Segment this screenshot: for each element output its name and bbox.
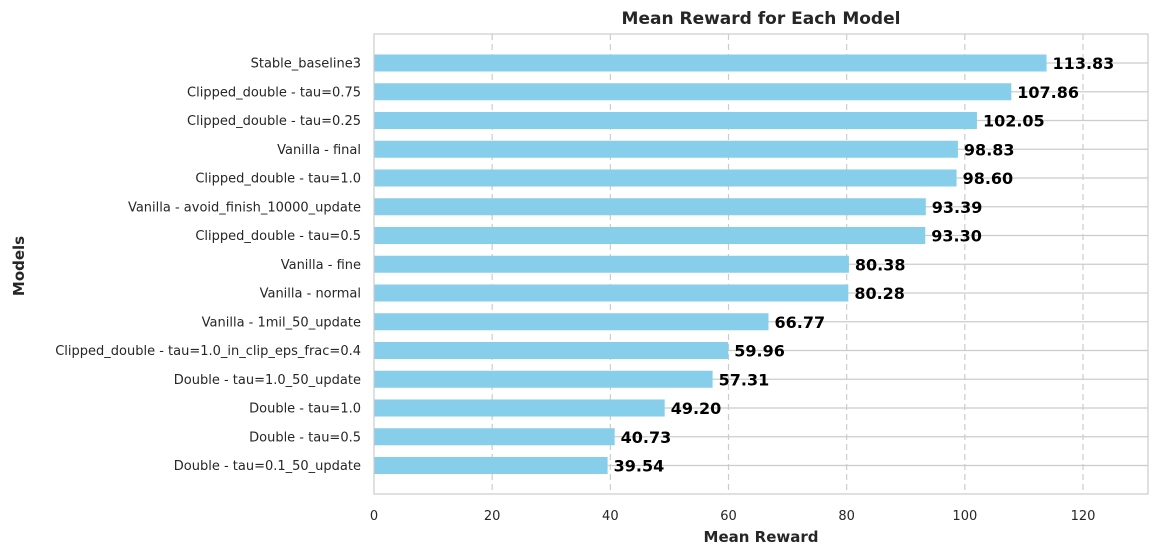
bar-value-label: 59.96 [734,342,785,361]
bar-value-label: 39.54 [614,457,665,476]
bar [374,227,926,244]
x-tick-label: 100 [952,509,977,524]
value-labels: 113.83 107.86 102.05 98.83 98.60 93.39 93.30 80… [614,54,1115,476]
bar [374,140,958,158]
bars [374,54,1047,474]
y-tick-label: Vanilla - final [277,143,361,158]
y-tick-label: Clipped_double - tau=0.5 [195,229,361,244]
y-tick-label: Vanilla - 1mil_50_update [202,315,361,330]
bar-value-label: 98.83 [964,140,1015,159]
x-tick-label: 80 [838,509,855,524]
bar [374,83,1012,101]
y-tick-label: Clipped_double - tau=1.0 [195,172,361,187]
plot-frame [373,33,1149,495]
bar-value-label: 80.28 [854,284,905,303]
chart-title: Mean Reward for Each Model [622,9,901,29]
bar-value-label: 98.60 [963,169,1014,188]
bar-value-label: 102.05 [983,112,1045,131]
bar [374,313,769,331]
x-tick-label: 120 [1071,509,1096,524]
x-axis-ticks: 0 20 40 60 80 100 120 [370,509,1096,524]
y-tick-label: Vanilla - avoid_finish_10000_update [128,200,361,215]
bar [374,198,926,216]
y-tick-label: Double - tau=1.0 [249,402,361,417]
bar-value-label: 107.86 [1017,83,1079,102]
bar [374,255,849,273]
y-tick-label: Double - tau=0.1_50_update [174,459,361,474]
bar-value-label: 40.73 [621,428,672,447]
x-tick-label: 60 [720,509,737,524]
x-axis-label: Mean Reward [704,528,819,546]
bar [374,112,977,129]
bar [374,342,729,359]
y-tick-label: Vanilla - normal [260,287,361,302]
bar [374,54,1047,72]
y-tick-label: Double - tau=1.0_50_update [174,373,361,388]
y-tick-label: Stable_baseline3 [251,57,361,72]
y-axis-ticks: Stable_baseline3 Clipped_double - tau=0.7… [55,57,361,475]
x-tick-label: 20 [484,509,501,524]
bar-value-label: 57.31 [719,370,770,389]
bar [374,284,849,302]
bar [374,370,713,388]
bar-value-label: 113.83 [1053,54,1115,73]
y-tick-label: Double - tau=0.5 [249,430,361,445]
bar-value-label: 93.39 [932,198,983,217]
bar [374,169,957,187]
bar-value-label: 49.20 [671,399,722,418]
x-tick-label: 0 [370,509,378,524]
bar-value-label: 93.30 [931,227,982,246]
y-tick-label: Clipped_double - tau=1.0_in_clip_eps_fra… [55,344,361,359]
y-tick-label: Clipped_double - tau=0.75 [187,85,361,100]
y-axis-label: Models [10,236,28,296]
bar [374,428,615,446]
bar-value-label: 80.38 [855,255,906,274]
bar [374,399,665,417]
y-tick-label: Clipped_double - tau=0.25 [187,114,361,129]
y-tick-label: Vanilla - fine [281,258,361,273]
bar [374,457,608,474]
bar-value-label: 66.77 [775,313,826,332]
x-tick-label: 40 [602,509,619,524]
